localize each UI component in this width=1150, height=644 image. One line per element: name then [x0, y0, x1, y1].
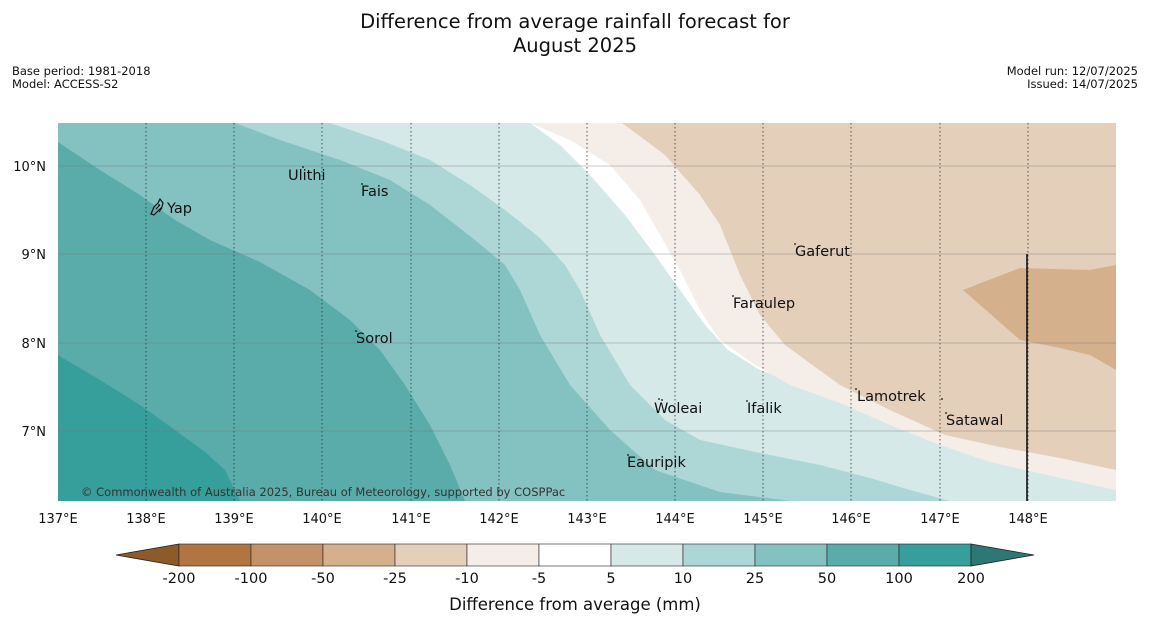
place-marker [158, 204, 160, 206]
place-marker [355, 330, 357, 332]
lon-tick-label: 145°E [743, 512, 783, 527]
place-label-satawal: Satawal [946, 413, 1003, 429]
zone-minus25-to-minus10 [622, 123, 1116, 470]
lon-tick-label: 148°E [1008, 512, 1048, 527]
colorbar-swatch [610, 543, 684, 567]
colorbar-swatch [754, 543, 828, 567]
lon-tick-label: 139°E [214, 512, 254, 527]
place-marker [941, 398, 943, 400]
issued-date: Issued: 14/07/2025 [1027, 77, 1138, 91]
place-marker [794, 243, 796, 245]
place-marker [361, 183, 363, 185]
meta-left: Base period: 1981-2018 Model: ACCESS-S2 [12, 65, 151, 91]
zone-minus50-to-minus25 [963, 265, 1116, 370]
place-label-sorol: Sorol [356, 331, 393, 347]
longitude-gridlines [145, 123, 1029, 501]
latitude-tick-labels: 10°N 9°N 8°N 7°N [13, 160, 46, 440]
lon-tick-label: 137°E [38, 512, 78, 527]
place-label-faraulep: Faraulep [733, 296, 795, 312]
lon-tick-label: 140°E [302, 512, 342, 527]
place-label-fais: Fais [361, 184, 388, 200]
place-label-yap: Yap [166, 201, 192, 217]
colorbar-tick: -25 [383, 571, 407, 587]
colorbar-swatch [466, 543, 540, 567]
map-panel: © Commonwealth of Australia 2025, Bureau… [58, 123, 1116, 501]
colorbar [115, 543, 1035, 567]
copyright-text: © Commonwealth of Australia 2025, Bureau… [81, 485, 565, 499]
colorbar-swatch [322, 543, 396, 567]
colorbar-tick: -200 [163, 571, 196, 587]
colorbar-extend-low [115, 543, 180, 567]
colorbar-title: Difference from average (mm) [449, 595, 701, 614]
colorbar-tick: -10 [455, 571, 479, 587]
place-labels: Yap Ulithi Fais Gaferut Faraulep Sorol L… [158, 166, 1003, 471]
latitude-gridlines [58, 165, 1116, 432]
lon-tick-label: 146°E [831, 512, 871, 527]
place-marker [945, 412, 947, 414]
place-marker [746, 400, 748, 402]
place-marker [627, 454, 629, 456]
model-name: Model: ACCESS-S2 [12, 77, 119, 91]
zone-100-to-200 [58, 355, 240, 501]
colorbar-swatch [394, 543, 468, 567]
colorbar-tick: -100 [235, 571, 268, 587]
map-title: Difference from average rainfall forecas… [0, 10, 1150, 58]
lon-tick-label: 141°E [391, 512, 431, 527]
lon-tick-label: 143°E [567, 512, 607, 527]
place-label-lamotrek: Lamotrek [857, 389, 926, 405]
lon-tick-label: 142°E [479, 512, 519, 527]
colorbar-tick: 5 [606, 571, 615, 587]
colorbar-tick: 10 [674, 571, 692, 587]
lat-tick-label: 9°N [22, 248, 47, 263]
place-label-gaferut: Gaferut [795, 244, 850, 260]
colorbar-swatch [826, 543, 900, 567]
lat-tick-label: 8°N [22, 337, 47, 352]
colorbar-extend-high [970, 543, 1035, 567]
colorbar-tick: 25 [746, 571, 764, 587]
zone-50-to-100 [58, 142, 465, 501]
title-line-1: Difference from average rainfall forecas… [360, 10, 790, 33]
yap-island-outline [150, 197, 164, 216]
colorbar-tick: -50 [311, 571, 335, 587]
place-label-woleai: Woleai [654, 401, 702, 417]
meta-right: Model run: 12/07/2025 Issued: 14/07/2025 [1007, 65, 1138, 91]
colorbar-tick: 100 [885, 571, 913, 587]
lon-tick-label: 144°E [655, 512, 695, 527]
place-marker [732, 295, 734, 297]
lon-tick-label: 138°E [126, 512, 166, 527]
place-label-eauripik: Eauripik [627, 455, 686, 471]
colorbar-swatch [178, 543, 252, 567]
colorbar-swatch [682, 543, 756, 567]
place-marker [658, 398, 660, 400]
colorbar-swatch [250, 543, 324, 567]
place-marker [302, 166, 304, 168]
lat-tick-label: 10°N [13, 160, 46, 175]
longitude-tick-labels: 137°E 138°E 139°E 140°E 141°E 142°E 143°… [38, 512, 1048, 527]
place-marker [855, 388, 857, 390]
place-label-ifalik: Ifalik [747, 401, 782, 417]
place-label-ulithi: Ulithi [288, 168, 326, 184]
lon-tick-label: 147°E [920, 512, 960, 527]
colorbar-swatch [538, 543, 612, 567]
colorbar-tick-labels: -200 -100 -50 -25 -10 -5 5 10 25 50 100 … [163, 571, 985, 587]
place-marker [661, 399, 663, 401]
title-line-2: August 2025 [512, 34, 638, 57]
colorbar-tick: 50 [818, 571, 836, 587]
colorbar-swatch [898, 543, 972, 567]
base-period: Base period: 1981-2018 [12, 64, 151, 78]
lat-tick-label: 7°N [22, 425, 47, 440]
colorbar-tick: 200 [957, 571, 985, 587]
model-run: Model run: 12/07/2025 [1006, 64, 1138, 78]
colorbar-tick: -5 [532, 571, 546, 587]
